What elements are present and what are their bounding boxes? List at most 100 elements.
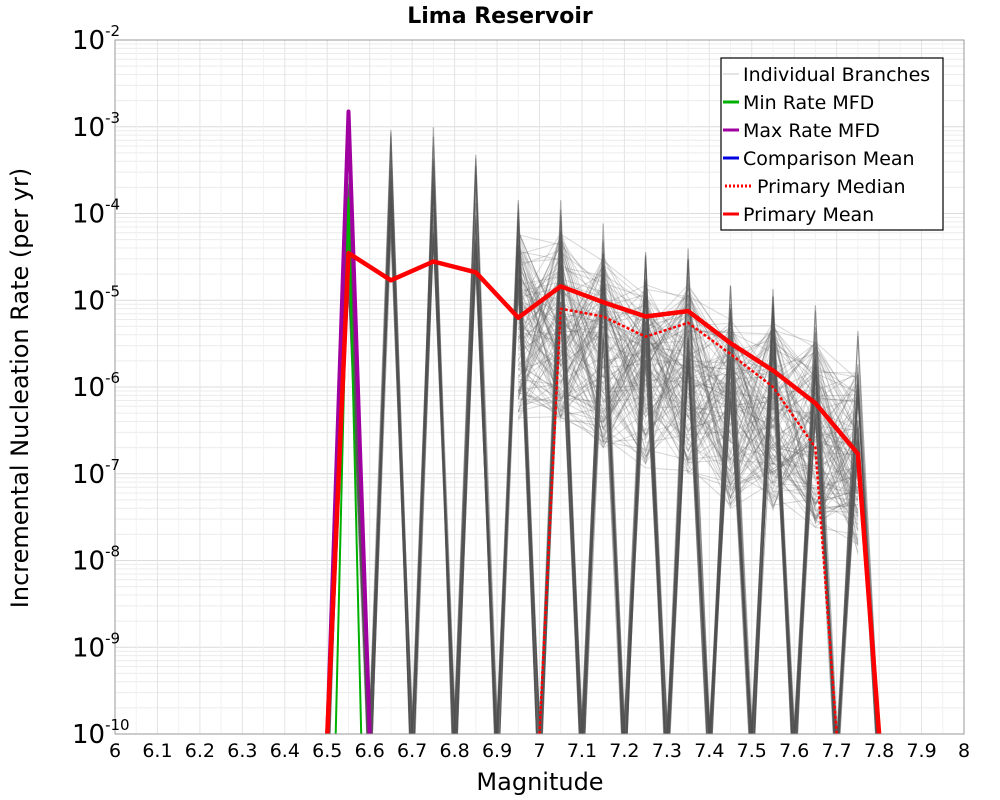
plot-frame [114, 39, 965, 735]
branch-spike [625, 282, 666, 734]
branch-spike [582, 239, 623, 734]
branch-line [517, 244, 858, 488]
branch-line [518, 298, 859, 499]
branch-spike [499, 210, 538, 734]
branch-spike [625, 295, 669, 734]
branch-spike [668, 359, 710, 734]
branch-spike [709, 390, 750, 734]
branch-line [517, 303, 859, 488]
branch-spike [413, 136, 454, 734]
branch-line [517, 270, 859, 505]
branch-line [517, 367, 859, 506]
branch-spike [796, 353, 837, 734]
branch-spike [411, 231, 456, 734]
branch-spike [584, 286, 626, 734]
branch-spike [668, 350, 711, 734]
branch-spike [668, 367, 707, 734]
branch-line [517, 289, 859, 518]
branch-spike [498, 245, 539, 734]
branch-spike [709, 310, 752, 734]
branch-spike [669, 358, 710, 734]
branch-spike [496, 235, 541, 734]
chart-title: Lima Reservoir [407, 4, 593, 29]
branch-spike [497, 258, 538, 734]
branch-line [517, 247, 859, 515]
branch-line [517, 249, 859, 511]
branch-spike [753, 321, 795, 734]
branch-spike [541, 265, 581, 734]
branch-spike [710, 327, 751, 734]
branch-spike [626, 251, 666, 734]
legend: Individual Branches Min Rate MFD Max Rate … [720, 57, 944, 231]
branch-spike [665, 357, 709, 734]
branch-spike [668, 352, 709, 734]
branch-spike [455, 257, 498, 734]
branch-line [518, 314, 858, 513]
branch-spike [752, 356, 793, 734]
branch-spike [454, 154, 499, 734]
branch-line [518, 283, 859, 541]
branch-line [517, 281, 859, 469]
branch-spike [666, 330, 711, 734]
branch-spike [710, 285, 754, 734]
branch-spike [623, 280, 668, 734]
x-tick-label: 7.7 [822, 740, 852, 762]
branch-spike [710, 382, 752, 734]
branch-spike [368, 203, 414, 734]
branch-line [517, 229, 858, 470]
branch-line [517, 310, 859, 458]
branch-spike [795, 360, 837, 734]
branch-line [518, 331, 859, 483]
branch-spike [795, 332, 836, 734]
branch-line [517, 263, 859, 517]
x-tick-label: 7.1 [567, 740, 597, 762]
branch-spike [625, 256, 667, 734]
branch-spike [626, 259, 669, 734]
branch-line [518, 258, 859, 532]
branch-line [518, 375, 859, 518]
branch-line [517, 257, 859, 504]
branch-spike [496, 224, 538, 734]
branch-spike [583, 261, 623, 734]
series-line-primary-median [538, 307, 838, 734]
branch-spike [667, 363, 708, 734]
branch-spike [412, 226, 456, 734]
branch-line [518, 334, 859, 546]
branch-line [518, 294, 859, 474]
branch-spike [583, 267, 623, 734]
branch-spike [626, 292, 666, 734]
branch-line [518, 328, 859, 491]
branch-spike [754, 328, 795, 734]
branch-spike [540, 247, 580, 734]
branch-line [518, 234, 859, 520]
branch-spike [626, 268, 666, 734]
plot-border [114, 39, 965, 735]
branch-spike [499, 203, 541, 734]
series-line-primary-mean [325, 250, 882, 734]
x-tick-label: 6.8 [439, 740, 469, 762]
branch-spike [752, 305, 792, 734]
x-tick-label: 7.9 [906, 740, 936, 762]
branch-spike [667, 358, 708, 734]
branch-spike [496, 245, 539, 734]
branch-spike [753, 350, 794, 734]
branch-line [517, 231, 859, 493]
branch-line [518, 304, 859, 506]
branch-spike [413, 214, 455, 734]
branch-spike [710, 356, 750, 734]
branch-line [518, 265, 859, 495]
x-axis-label: Magnitude [476, 768, 603, 796]
branch-spike [751, 304, 793, 734]
branch-spike [412, 240, 455, 734]
branch-line [517, 231, 859, 503]
branch-spike [541, 265, 583, 734]
branch-spike [667, 295, 708, 734]
y-tick-label: 10-10 [72, 716, 130, 750]
branch-line [517, 305, 858, 454]
branch-spike [368, 219, 411, 734]
branch-spike [623, 347, 665, 734]
branch-spike [797, 366, 836, 734]
branch-spike [456, 262, 497, 734]
branch-spike [413, 183, 454, 734]
